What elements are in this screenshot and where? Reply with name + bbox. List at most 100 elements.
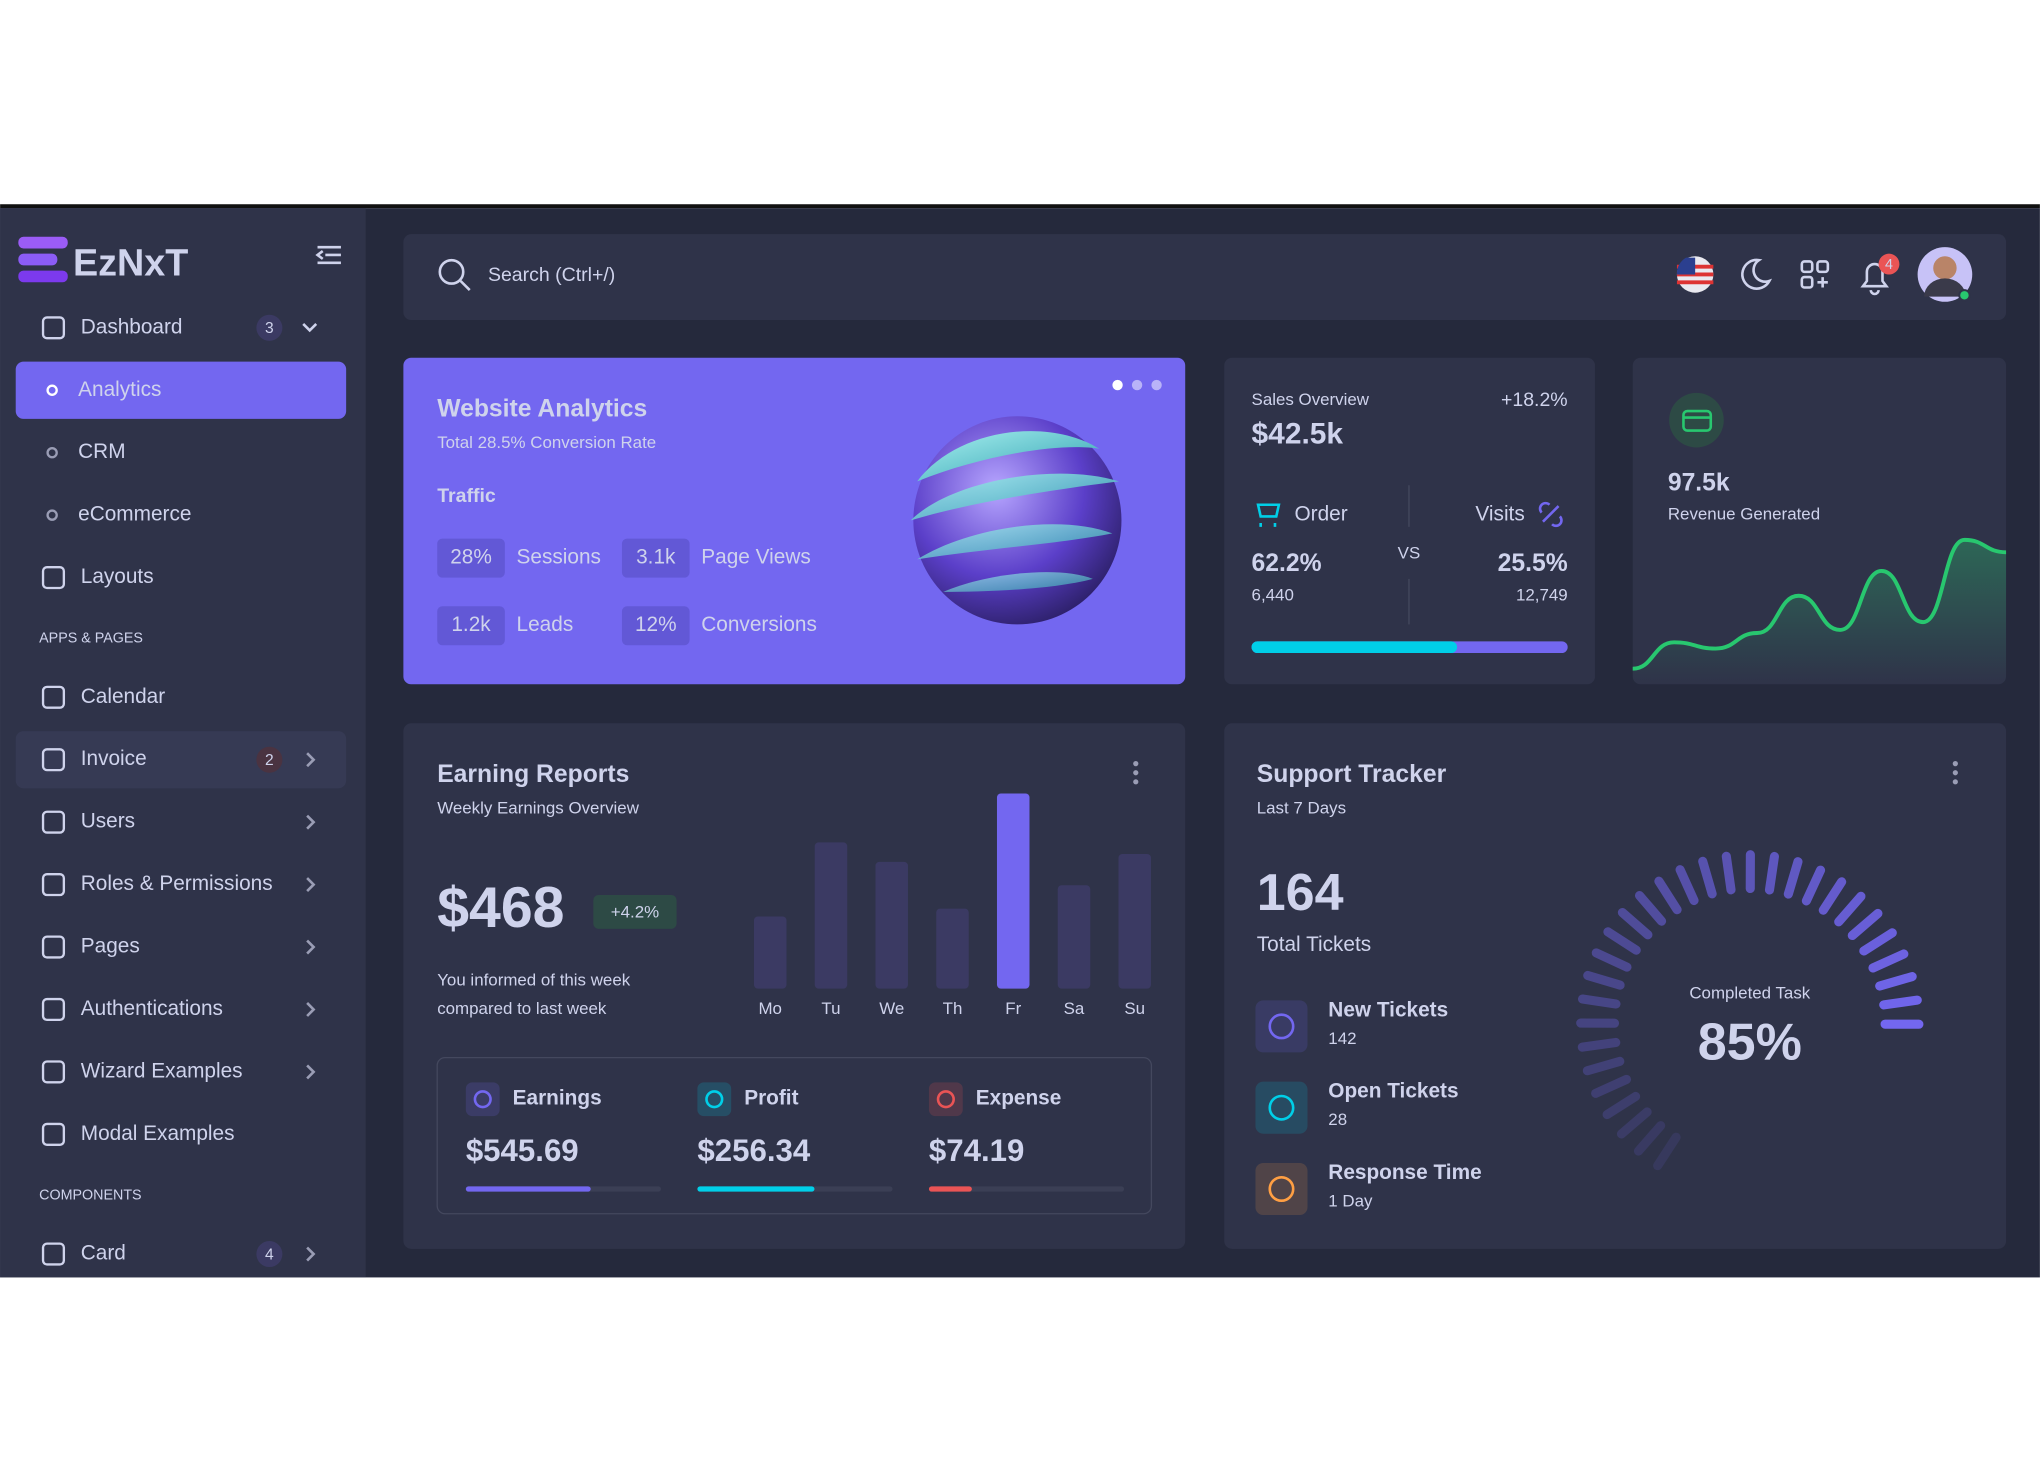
earning-change: +4.2% (611, 903, 659, 922)
bar (875, 861, 908, 989)
grid-icon (1800, 275, 1814, 289)
menu-icon (41, 935, 66, 959)
dot (1131, 379, 1143, 391)
x-tick-label: Th (943, 999, 963, 1018)
menu-label: Wizard Examples (81, 1059, 243, 1082)
badge (256, 314, 283, 341)
card-title: Earning Reports (437, 761, 629, 788)
notifications-button[interactable]: 4 (1860, 253, 1900, 296)
collapse-icon (315, 245, 341, 265)
bar (1118, 854, 1151, 989)
search-box[interactable]: Search (Ctrl+/) (438, 258, 615, 292)
chevron (306, 814, 316, 830)
menu-icon (41, 1060, 66, 1084)
gauge-segment (1616, 1107, 1652, 1139)
gauge-segment (1801, 865, 1826, 906)
earning-amount: $468 (437, 876, 564, 940)
gauge-segment (1879, 995, 1922, 1010)
gauge-segment (1577, 994, 1621, 1009)
grid-icon (1817, 277, 1828, 288)
stat-label: Conversions (701, 613, 817, 636)
gauge-segment (1617, 907, 1653, 940)
menu-item[interactable] (16, 794, 346, 851)
card-title: Website Analytics (437, 395, 647, 422)
menu-icon (41, 1122, 66, 1146)
menu-label: Card (81, 1242, 126, 1265)
total-tickets-label: Total Tickets (1257, 933, 1371, 956)
active-menu-item[interactable] (15, 361, 347, 419)
breakdown-label: Earnings (513, 1087, 602, 1110)
ticket-icon (1268, 1013, 1295, 1040)
dot (1952, 770, 1958, 776)
gauge-segment (1698, 856, 1717, 899)
bottom-background (0, 1277, 2040, 1483)
chevron (306, 939, 316, 955)
logo-bar (18, 236, 68, 249)
ticket-value: 28 (1328, 1110, 1347, 1129)
revenue-card (1632, 357, 2007, 685)
avatar-face (1933, 256, 1957, 280)
menu-label: Analytics (78, 378, 161, 401)
more-button[interactable] (1133, 761, 1139, 785)
menu-item[interactable] (16, 918, 346, 975)
bullet (46, 446, 58, 459)
chevron (306, 1246, 316, 1262)
apps-button[interactable] (1800, 260, 1830, 289)
order-icon (1256, 503, 1281, 527)
menu-icon (41, 810, 66, 834)
language-button[interactable] (1676, 256, 1714, 293)
order-label: Order (1294, 503, 1347, 526)
stat-pill (621, 606, 690, 646)
collapse-button[interactable] (315, 245, 341, 265)
logo[interactable]: EzNxT (18, 236, 188, 284)
flag-canton (1676, 257, 1696, 275)
search-icon (459, 280, 471, 292)
x-tick-label: Mo (758, 999, 782, 1018)
ticket-icon (1268, 1175, 1295, 1203)
logo-bar (18, 270, 68, 283)
carousel-dots[interactable] (1112, 379, 1162, 391)
gauge-segment (1653, 1132, 1681, 1171)
menu-icon (41, 997, 66, 1022)
x-tick-label: Fr (1005, 999, 1021, 1018)
gauge-segment (1868, 949, 1909, 973)
progress-fill (697, 1186, 815, 1192)
menu-label: Modal Examples (81, 1122, 235, 1145)
ticket-label: Response Time (1328, 1161, 1481, 1184)
section-title: Traffic (437, 485, 496, 507)
x-tick-label: Su (1124, 999, 1145, 1018)
gauge-segment (1847, 908, 1883, 941)
breakdown-icon-mark (473, 1090, 492, 1109)
breakdown-icon (697, 1082, 732, 1117)
chevron (302, 322, 318, 333)
menu-label: Users (81, 810, 135, 833)
visits-percent: 25.5% (1498, 550, 1568, 577)
moon-icon (1741, 258, 1773, 290)
menu-item[interactable] (16, 424, 346, 481)
menu-label: Roles & Permissions (81, 872, 273, 895)
card-icon (1682, 409, 1713, 432)
menu-item[interactable] (16, 1225, 346, 1282)
badge-count: 2 (265, 752, 274, 769)
support-tracker-card (1224, 723, 2007, 1249)
dot (1133, 770, 1139, 776)
gauge-segment (1577, 1037, 1621, 1052)
dot (1133, 779, 1139, 785)
menu-item[interactable] (16, 669, 346, 726)
more-button[interactable] (1952, 761, 1958, 785)
link-icon (1538, 501, 1563, 528)
ticket-label: New Tickets (1328, 998, 1448, 1021)
online-dot (1958, 289, 1971, 302)
breakdown-label: Profit (744, 1087, 798, 1110)
highlighted-menu-item[interactable] (15, 731, 347, 789)
menu-label: CRM (78, 440, 125, 463)
section-header: COMPONENTS (39, 1187, 141, 1203)
sphere-band (917, 524, 1113, 560)
change: +18.2% (1501, 389, 1568, 411)
menu-icon (41, 566, 66, 590)
menu-icon (41, 748, 66, 772)
grid-icon (1816, 260, 1830, 274)
sphere-band (943, 572, 1093, 592)
avatar-button[interactable] (1917, 247, 1973, 302)
theme-button[interactable] (1741, 258, 1773, 290)
